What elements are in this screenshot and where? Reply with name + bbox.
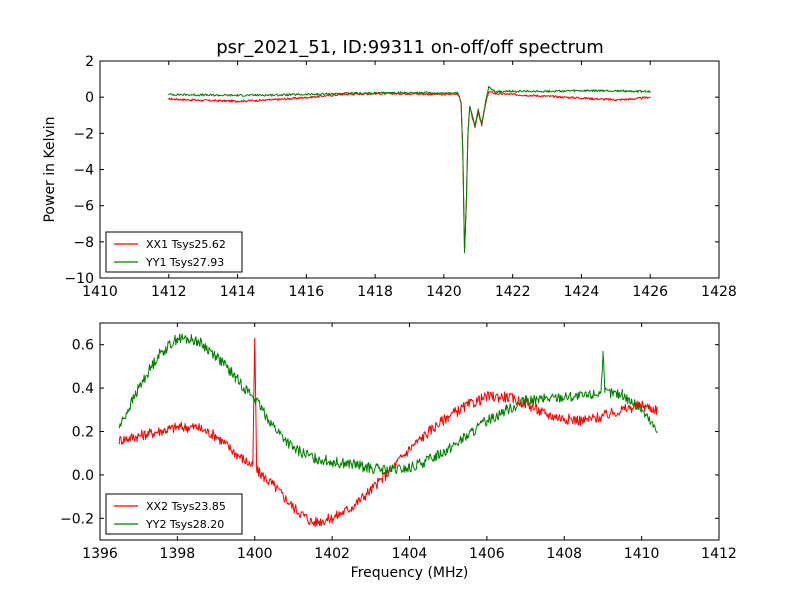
y-tick-label: −4 (73, 163, 94, 179)
plot-area (118, 333, 658, 528)
x-tick-label: 1426 (632, 284, 668, 300)
x-tick-label: 1402 (314, 546, 350, 562)
x-tick-label: 1412 (701, 546, 737, 562)
y-tick-label: −10 (64, 271, 94, 287)
series-line-1-1 (168, 91, 651, 252)
chart-title: psr_2021_51, ID:99311 on-off/off spectru… (216, 37, 604, 58)
x-tick-label: 1400 (237, 546, 273, 562)
x-tick-label: 1418 (357, 284, 393, 300)
x-tick-label: 1424 (564, 284, 600, 300)
x-tick-label: 1410 (624, 546, 660, 562)
axes-1: 1410 1412 1414 1416 1418 1420 1422 1424 1426 1428… (42, 54, 737, 300)
y-tick-label: −2 (73, 126, 94, 142)
legend-label: XX2 Tsys23.85 (146, 500, 226, 513)
y-tick-label: −0.2 (60, 511, 94, 527)
x-tick-label: 1398 (160, 546, 196, 562)
x-tick-label: 1396 (82, 546, 118, 562)
y-tick-label: −6 (73, 199, 94, 215)
series-line-1-2 (168, 85, 651, 254)
series-line-2-1 (118, 337, 658, 528)
x-tick-label: 1410 (82, 284, 118, 300)
x-tick-label: 1422 (495, 284, 531, 300)
x-axis-label: Frequency (MHz) (351, 565, 469, 581)
legend: XX1 Tsys25.62 YY1 Tsys27.93 (105, 231, 243, 273)
y-tick-label: 0.6 (72, 338, 94, 354)
y-tick-label: −8 (73, 235, 94, 251)
y-tick-label: 0 (85, 90, 94, 106)
x-tick-label: 1404 (392, 546, 428, 562)
x-tick-label: 1414 (220, 284, 256, 300)
x-tick-label: 1408 (546, 546, 582, 562)
legend: XX2 Tsys23.85 YY2 Tsys28.20 (105, 493, 243, 535)
x-tick-label: 1416 (289, 284, 325, 300)
plot-area (168, 85, 651, 254)
x-tick-label: 1420 (426, 284, 462, 300)
x-tick-label: 1428 (701, 284, 737, 300)
y-tick-label: 0.4 (72, 381, 94, 397)
y-tick-label: 0.0 (72, 468, 94, 484)
x-tick-label: 1412 (151, 284, 187, 300)
legend-label: YY2 Tsys28.20 (145, 518, 224, 531)
legend-box (105, 231, 243, 273)
y-tick-label: 2 (85, 54, 94, 70)
axes-2: 1396 1398 1400 1402 1404 1406 1408 1410 1412 −0.2… (60, 322, 737, 581)
series-line-2-2 (118, 333, 658, 476)
legend-label: XX1 Tsys25.62 (146, 238, 226, 251)
legend-label: YY1 Tsys27.93 (145, 256, 224, 269)
x-tick-label: 1406 (469, 546, 505, 562)
y-axis-label: Power in Kelvin (42, 116, 58, 222)
y-tick-label: 0.2 (72, 425, 94, 441)
legend-box (105, 493, 243, 535)
